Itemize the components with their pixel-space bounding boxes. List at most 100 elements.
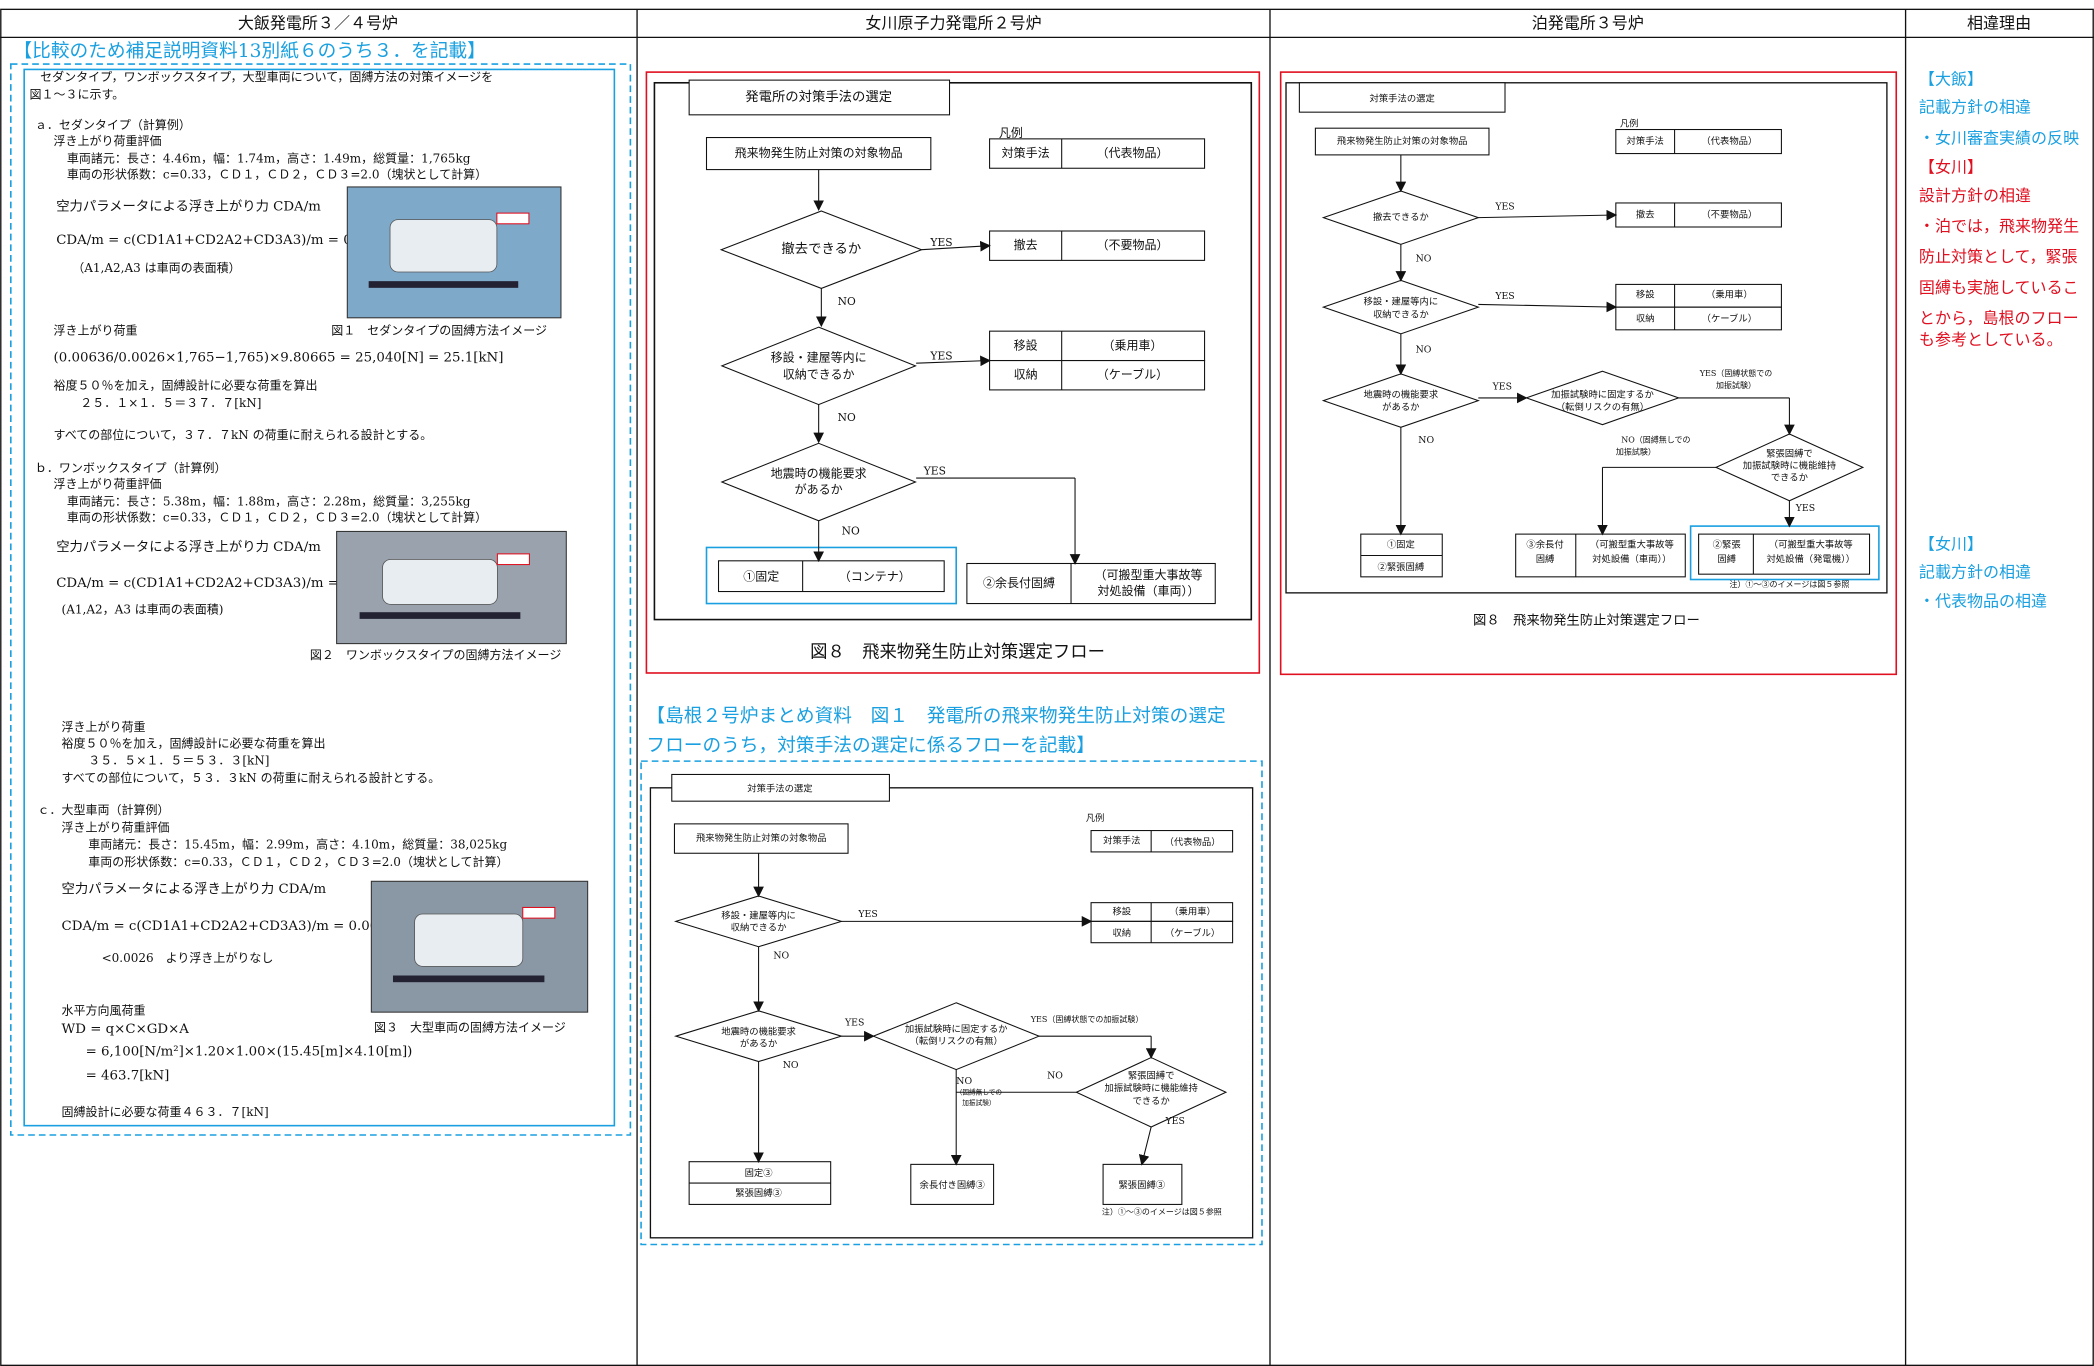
text: 凡例: [1086, 812, 1105, 824]
text: 凡例: [999, 126, 1023, 140]
connector: [1478, 301, 1618, 313]
text: 移設: [1636, 289, 1655, 301]
text: 撤去: [1636, 208, 1655, 220]
text: 固縛設計に必要な荷重４６３．７[kN]: [62, 1104, 269, 1119]
text: WD = q×C×GD×A: [62, 1022, 190, 1037]
text: 注）①～③のイメージは図５参照: [1102, 1206, 1222, 1216]
text: YES: [1494, 291, 1514, 302]
text: （転倒リスクの有無）: [910, 1035, 1003, 1047]
text: NO: [842, 524, 860, 537]
text: 浮き上がり荷重: [54, 323, 138, 338]
text: NO: [838, 295, 856, 308]
text: （代表物品）: [1165, 836, 1221, 848]
text: 図１～３に示す。: [30, 87, 125, 101]
text: （転倒リスクの有無）: [1556, 401, 1649, 413]
text: できるか: [1133, 1096, 1170, 1107]
text: 設計方針の相違: [1919, 186, 2031, 205]
photo-vehicle: [414, 913, 524, 967]
text: 女川原子力発電所２号炉: [865, 14, 1041, 33]
text: 車両諸元：長さ：15.45m，幅：2.99m，高さ：4.10m，総質量：38,0…: [88, 837, 507, 852]
text: できるか: [1771, 473, 1808, 484]
text: 対処設備（車両））: [1097, 583, 1199, 598]
text: YES: [1795, 503, 1815, 514]
text: 地震時の機能要求: [771, 466, 867, 481]
text: = 463.7[kN]: [86, 1069, 170, 1084]
text: 収納: [1014, 368, 1038, 382]
text: NO: [1047, 1071, 1063, 1082]
text: （ケーブル）: [1165, 927, 1220, 939]
text: 図８ 飛来物発生防止対策選定フロー: [810, 642, 1105, 662]
text: 収納: [1112, 927, 1131, 939]
box: [671, 773, 890, 802]
text: 車両の形状係数：c=0.33，ＣＤ１，ＣＤ２，ＣＤ３=2.0（塊状として計算）: [67, 510, 487, 525]
text: 図８ 飛来物発生防止対策選定フロー: [1473, 611, 1700, 628]
text: （固縛無しでの: [956, 1087, 1003, 1096]
text: があるか: [795, 482, 843, 497]
box: [688, 79, 951, 116]
text: YES: [857, 909, 877, 920]
box: [717, 560, 945, 593]
decision: [1524, 370, 1681, 426]
text: 収納できるか: [783, 368, 855, 382]
text: ②緊張: [1713, 539, 1742, 550]
box: [989, 138, 1206, 169]
text: YES: [929, 236, 952, 249]
box: [1615, 306, 1782, 331]
decision: [720, 326, 917, 406]
box: [1298, 82, 1506, 113]
frame: [645, 71, 1261, 674]
box: [989, 359, 1206, 391]
text: 対策手法: [1103, 835, 1140, 847]
box: [1615, 128, 1782, 155]
text: （ケーブル）: [1097, 367, 1168, 382]
text: （乗用車）: [1169, 906, 1216, 918]
photo-strap: [359, 612, 521, 619]
text: 相違理由: [1967, 14, 2031, 33]
text: 図１ セダンタイプの固縛方法イメージ: [331, 323, 547, 338]
text: ｃ．大型車両（計算例）: [38, 802, 170, 817]
box: [966, 562, 1216, 605]
box: [1090, 920, 1234, 944]
text: ③余長付: [1526, 538, 1563, 550]
box: [1698, 533, 1871, 575]
text: 移設: [1014, 337, 1038, 352]
box: [1314, 127, 1490, 156]
text: 撤去できるか: [1373, 211, 1429, 223]
text: 車両諸元：長さ：4.46m，幅：1.74m，高さ：1.49m，総質量：1,765…: [67, 150, 471, 165]
text: 図３ 大型車両の固縛方法イメージ: [374, 1020, 566, 1035]
text: 余長付き固縛③: [920, 1179, 985, 1191]
text: NO: [1416, 344, 1432, 355]
text: 【大飯】: [1919, 70, 1983, 89]
text: 飛来物発生防止対策の対象物品: [1337, 135, 1468, 147]
text: 対策手法の選定: [747, 783, 812, 795]
text: 緊張固縛③: [1118, 1179, 1165, 1191]
text: NO: [773, 951, 789, 962]
text: 凡例: [1620, 118, 1639, 130]
text: ２５．１×１．５＝３７．７[kN]: [80, 396, 261, 410]
frame: [23, 68, 616, 1127]
text: NO: [1416, 254, 1432, 265]
text: （ケーブル）: [1702, 313, 1757, 325]
text: 移設・建屋等内に: [771, 349, 867, 364]
photo-label: [496, 553, 530, 566]
text: 緊張固縛③: [735, 1187, 782, 1199]
text: YES: [1492, 382, 1512, 393]
text: フローのうち，対策手法の選定に係るフローを記載】: [646, 735, 1094, 756]
photo-vehicle: [389, 219, 498, 273]
text: 加振試験時に固定するか: [905, 1023, 1008, 1035]
text: 加振試験）: [1616, 447, 1656, 457]
text: 注）①～③のイメージは図５参照: [1729, 579, 1849, 589]
text: NO: [956, 1076, 972, 1087]
text: YES: [929, 350, 952, 363]
text: があるか: [1382, 401, 1419, 413]
text: 加振試験時に機能維持: [1105, 1082, 1198, 1094]
text: 対処設備（発電機））: [1766, 553, 1855, 565]
text: 浮き上がり荷重評価: [62, 819, 170, 834]
text: 加振試験時に固定するか: [1551, 389, 1654, 401]
text: ３５．５×１．５＝５３．３[kN]: [88, 754, 269, 768]
text: 車両の形状係数：c=0.33，ＣＤ１，ＣＤ２，ＣＤ３=2.0（塊状として計算）: [67, 166, 487, 181]
text: 飛来物発生防止対策の対象物品: [735, 145, 903, 160]
text: （不要物品）: [1096, 238, 1168, 252]
